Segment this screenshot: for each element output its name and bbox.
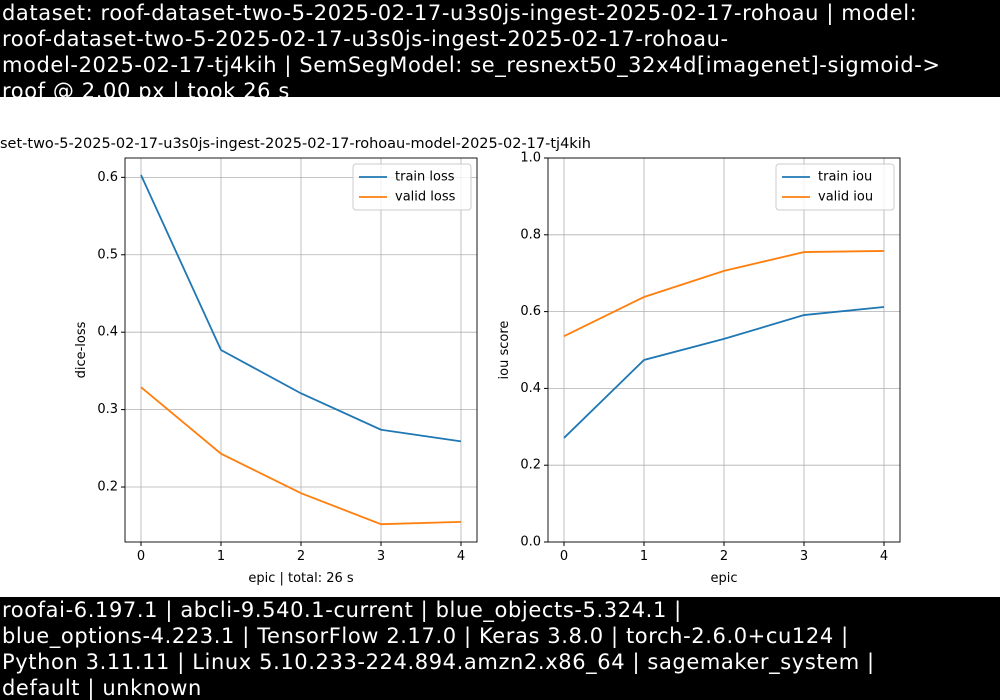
x-tick-label: 1	[217, 549, 225, 564]
legend-label: valid loss	[395, 190, 456, 205]
x-tick-label: 2	[720, 549, 728, 564]
x-tick-label: 4	[457, 549, 465, 564]
legend-box	[352, 163, 472, 211]
x-tick-label: 0	[560, 549, 568, 564]
y-tick-label: 0.4	[97, 325, 118, 340]
header-line: model-2025-02-17-tj4kih | SemSegModel: s…	[2, 53, 941, 77]
header-line: dataset: roof-dataset-two-5-2025-02-17-u…	[2, 1, 918, 25]
series-line	[140, 386, 462, 526]
figure: set-two-5-2025-02-17-u3s0js-ingest-2025-…	[0, 136, 901, 586]
y-axis-label: iou score	[497, 321, 512, 380]
series-line	[563, 306, 885, 439]
y-tick-label: 1.0	[520, 151, 541, 166]
legend-label: train loss	[395, 170, 455, 185]
footer: roofai-6.197.1 | abcli-9.540.1-current |…	[0, 597, 1000, 700]
series-line	[140, 174, 462, 443]
series-line	[563, 250, 885, 337]
legend: train iou valid iou	[775, 163, 895, 211]
y-tick-label: 0.6	[520, 304, 541, 319]
axes-frame	[547, 157, 901, 543]
x-tick-label: 0	[137, 549, 145, 564]
footer-line: roofai-6.197.1 | abcli-9.540.1-current |…	[2, 598, 682, 622]
legend-box	[775, 163, 895, 211]
y-tick-label: 0.3	[97, 402, 118, 417]
y-tick-label: 0.0	[520, 535, 541, 550]
header-line: roof-dataset-two-5-2025-02-17-u3s0js-ing…	[2, 27, 729, 51]
y-axis-label: dice-loss	[74, 321, 89, 378]
footer-line: Python 3.11.11 | Linux 5.10.233-224.894.…	[2, 650, 875, 674]
x-axis-label: epic | total: 26 s	[248, 571, 354, 586]
x-tick-label: 1	[640, 549, 648, 564]
footer-line: blue_options-4.223.1 | TensorFlow 2.17.0…	[2, 624, 849, 648]
legend-label: train iou	[818, 170, 872, 185]
x-tick-label: 2	[297, 549, 305, 564]
header-line: roof @ 2.00 px | took 26 s	[2, 79, 290, 97]
footer-line: default | unknown	[2, 676, 202, 700]
legend: train loss valid loss	[352, 163, 472, 211]
y-tick-label: 0.2	[520, 458, 541, 473]
header: dataset: roof-dataset-two-5-2025-02-17-u…	[0, 0, 1000, 97]
x-tick-label: 3	[800, 549, 808, 564]
y-tick-label: 0.4	[520, 381, 541, 396]
y-tick-label: 0.6	[97, 170, 118, 185]
x-tick-label: 3	[377, 549, 385, 564]
x-tick-label: 4	[880, 549, 888, 564]
y-tick-label: 0.8	[520, 227, 541, 242]
legend-label: valid iou	[818, 190, 873, 205]
y-tick-label: 0.2	[97, 480, 118, 495]
figure-title: set-two-5-2025-02-17-u3s0js-ingest-2025-…	[0, 136, 591, 152]
y-tick-label: 0.5	[97, 247, 118, 262]
x-axis-label: epic	[710, 571, 737, 586]
axes-frame	[124, 157, 478, 543]
